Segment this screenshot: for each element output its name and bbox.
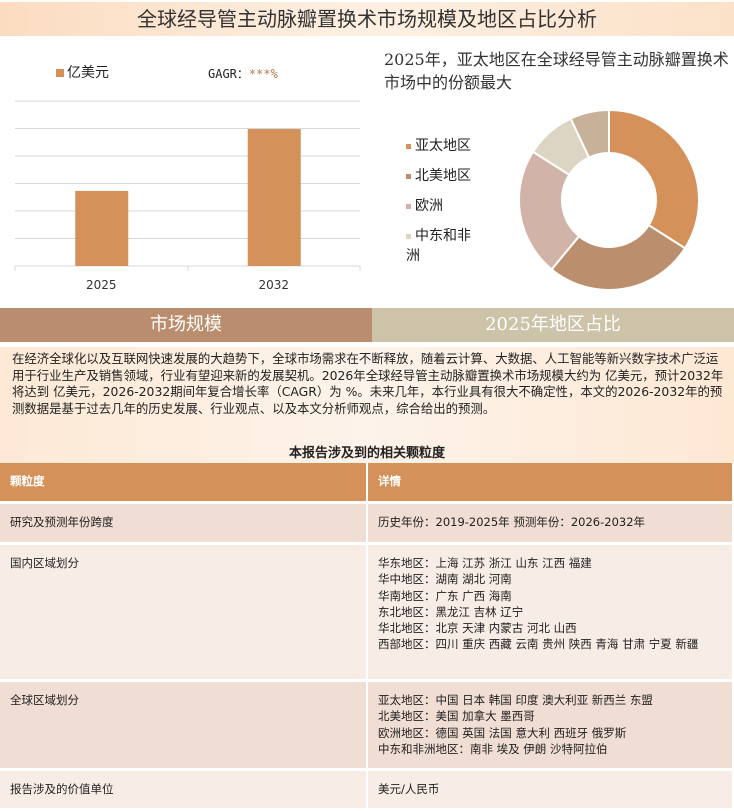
row-key: 国内区域划分 — [0, 543, 368, 682]
table-row: 报告涉及的价值单位 美元/人民币 — [0, 769, 734, 811]
cagr-value: ***% — [248, 67, 278, 81]
table-title: 本报告涉及到的相关颗粒度 — [288, 446, 445, 461]
legend-label: 亚太地区 — [415, 138, 471, 154]
donut-title: 2025年，亚太地区在全球经导管主动脉瓣置换术市场中的份额最大 — [384, 50, 729, 92]
value-line: 西部地区：四川 重庆 西藏 云南 贵州 陕西 青海 甘肃 宁夏 新疆 — [378, 637, 699, 652]
page-title: 全球经导管主动脉瓣置换术市场规模及地区占比分析 — [0, 2, 734, 36]
granularity-table: 颗粒度 详情 研究及预测年份跨度 历史年份：2019-2025年 预测年份：2026… — [0, 463, 734, 811]
value-line: 华中地区：湖南 湖北 河南 — [378, 572, 512, 587]
legend-item: 中东和非洲 — [406, 226, 476, 266]
legend-label: 中东和非洲 — [406, 228, 471, 264]
row-key: 报告涉及的价值单位 — [0, 769, 368, 811]
legend-label: 北美地区 — [415, 168, 471, 184]
legend-item: 北美地区 — [406, 166, 476, 186]
row-value: 历史年份：2019-2025年 预测年份：2026-2032年 — [367, 502, 734, 545]
tab-region-share[interactable]: 2025年地区占比 — [372, 308, 734, 342]
table-row: 研究及预测年份跨度 历史年份：2019-2025年 预测年份：2026-2032年 — [0, 502, 734, 545]
x-tick-label: 2025 — [86, 278, 117, 292]
table-row: 国内区域划分 华东地区：上海 江苏 浙江 山东 江西 福建 华中地区：湖南 湖北 … — [0, 543, 734, 682]
legend-label: 亿美元 — [67, 65, 109, 81]
legend-item: 欧洲 — [406, 196, 476, 216]
value-line: 东北地区：黑龙江 吉林 辽宁 — [378, 604, 524, 619]
legend-swatch — [406, 233, 411, 239]
cagr-text: GAGR： — [208, 67, 249, 81]
row-key: 全球区域划分 — [0, 680, 368, 771]
header-cell: 颗粒度 — [0, 463, 368, 504]
intro-panel: 在经济全球化以及互联网快速发展的大趋势下，全球市场需求在不断释放，随着云计算、大… — [0, 347, 734, 463]
value-line: 华北地区：北京 天津 内蒙古 河北 山西 — [378, 621, 577, 636]
donut-chart — [518, 108, 700, 291]
intro-text: 在经济全球化以及互联网快速发展的大趋势下，全球市场需求在不断释放，随着云计算、大… — [12, 351, 724, 416]
legend-swatch — [406, 143, 411, 149]
bar-2025 — [75, 190, 129, 266]
row-value: 美元/人民币 — [367, 769, 734, 811]
row-value: 亚太地区：中国 日本 韩国 印度 澳大利亚 新西兰 东盟 北美地区：美国 加拿大 … — [367, 680, 734, 771]
value-line: 美元/人民币 — [378, 782, 440, 796]
row-value: 华东地区：上海 江苏 浙江 山东 江西 福建 华中地区：湖南 湖北 河南 华南地区：… — [367, 543, 734, 682]
value-line: 历史年份：2019-2025年 预测年份：2026-2032年 — [378, 515, 646, 529]
cagr-label: GAGR：***% — [208, 65, 278, 82]
value-line: 亚太地区：中国 日本 韩国 印度 澳大利亚 新西兰 东盟 — [378, 693, 653, 707]
donut-slice-other — [569, 108, 610, 159]
table-header: 颗粒度 详情 — [0, 463, 734, 504]
x-tick-label: 2032 — [258, 278, 289, 292]
table-row: 全球区域划分 亚太地区：中国 日本 韩国 印度 澳大利亚 新西兰 东盟 北美地区：… — [0, 680, 734, 771]
donut-slice-欧洲 — [518, 150, 581, 271]
value-line: 北美地区：美国 加拿大 墨西哥 — [378, 709, 535, 724]
legend-swatch — [406, 173, 411, 179]
legend-swatch — [406, 203, 411, 209]
row-key: 研究及预测年份跨度 — [0, 502, 368, 545]
value-line: 华东地区：上海 江苏 浙江 山东 江西 福建 — [378, 556, 592, 570]
header-cell: 详情 — [367, 463, 734, 504]
legend-swatch — [56, 69, 64, 77]
donut-slice-北美地区 — [550, 223, 687, 291]
donut-slice-亚太地区 — [608, 108, 700, 250]
legend-label: 欧洲 — [415, 198, 443, 214]
bar-legend: 亿美元 — [56, 62, 109, 82]
legend-item: 亚太地区 — [406, 136, 476, 156]
tab-market-size[interactable]: 市场规模 — [0, 308, 372, 342]
value-line: 华南地区：广东 广西 海南 — [378, 588, 512, 603]
value-line: 中东和非洲地区：南非 埃及 伊朗 沙特阿拉伯 — [378, 741, 608, 756]
value-line: 欧洲地区：德国 英国 法国 意大利 西班牙 俄罗斯 — [378, 725, 627, 740]
bar-2032 — [247, 129, 301, 266]
bar-chart: 2025 2032 — [14, 100, 361, 292]
